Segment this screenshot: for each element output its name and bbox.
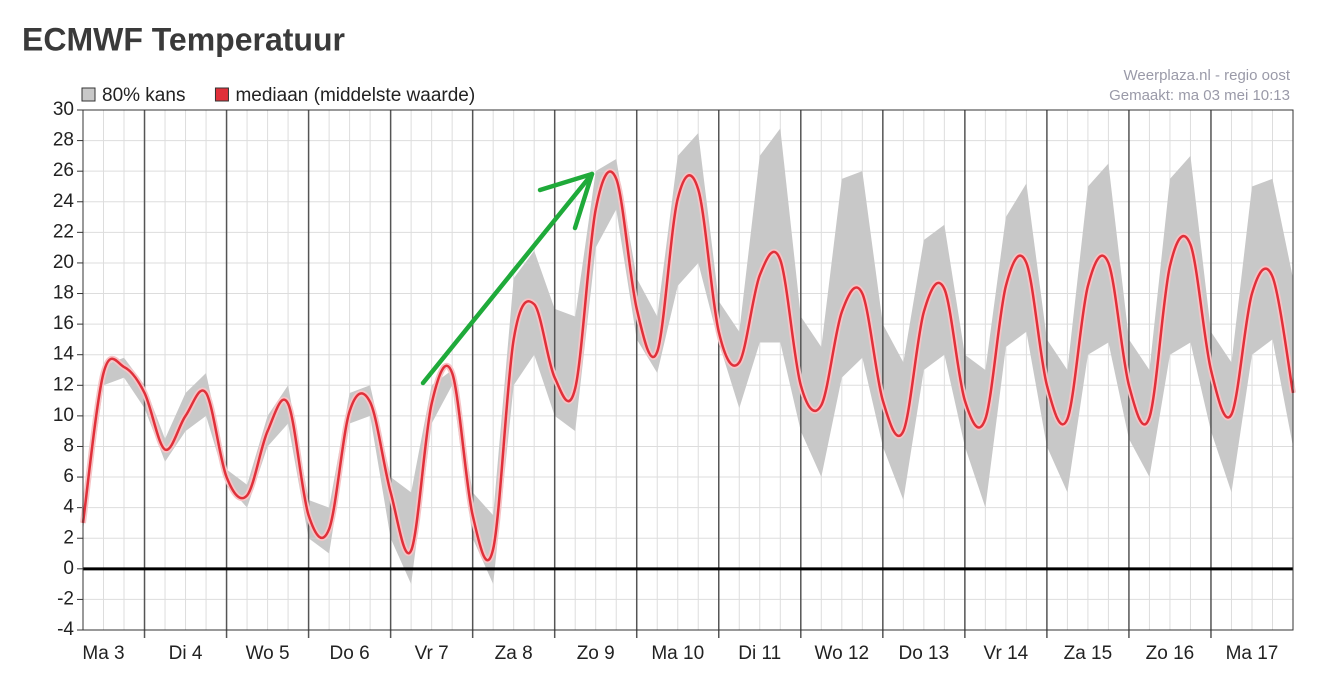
x-tick-label: Ma 17 xyxy=(1226,643,1279,664)
y-tick-label: 12 xyxy=(53,374,74,395)
y-tick-label: 16 xyxy=(53,313,74,334)
y-tick-label: 8 xyxy=(63,435,74,456)
y-tick-label: 22 xyxy=(53,221,74,242)
y-tick-label: -2 xyxy=(57,588,74,609)
chart-title: ECMWF Temperatuur xyxy=(22,21,345,57)
legend-label: mediaan (middelste waarde) xyxy=(235,85,475,106)
y-tick-label: 4 xyxy=(63,497,74,518)
source: Weerplaza.nl - regio oost xyxy=(1124,67,1291,84)
created: Gemaakt: ma 03 mei 10:13 xyxy=(1109,87,1290,104)
annotation-arrow xyxy=(420,171,595,386)
x-tick-label: Za 8 xyxy=(495,643,533,664)
x-tick-label: Wo 12 xyxy=(815,643,870,664)
y-tick-label: 24 xyxy=(53,191,75,212)
y-tick-label: 2 xyxy=(63,527,74,548)
x-tick-label: Zo 9 xyxy=(577,643,615,664)
y-tick-label: 30 xyxy=(53,99,74,120)
x-tick-label: Wo 5 xyxy=(246,643,290,664)
median-line xyxy=(81,170,1295,562)
x-tick-label: Ma 3 xyxy=(82,643,124,664)
y-tick-label: 6 xyxy=(63,466,74,487)
legend-label: 80% kans xyxy=(102,85,185,106)
x-tick-label: Za 15 xyxy=(1064,643,1113,664)
x-tick-label: Di 4 xyxy=(169,643,203,664)
arrow-head xyxy=(537,171,595,231)
band xyxy=(83,128,1293,585)
arrow-shaft xyxy=(420,171,595,386)
y-tick-label: 26 xyxy=(53,160,74,181)
y-tick-label: 14 xyxy=(53,344,75,365)
y-tick-label: 28 xyxy=(53,130,74,151)
y-tick-label: 18 xyxy=(53,283,74,304)
x-tick-label: Do 6 xyxy=(330,643,370,664)
y-tick-label: 20 xyxy=(53,252,74,273)
plot-frame xyxy=(82,109,1294,631)
y-tick-label: -4 xyxy=(57,619,74,640)
x-tick-label: Vr 7 xyxy=(415,643,449,664)
x-tick-label: Zo 16 xyxy=(1146,643,1195,664)
x-tick-label: Do 13 xyxy=(898,643,949,664)
legend-swatch xyxy=(81,87,96,102)
y-tick-label: 0 xyxy=(63,558,74,579)
x-tick-label: Ma 10 xyxy=(651,643,704,664)
x-tick-label: Vr 14 xyxy=(984,643,1029,664)
legend-swatch xyxy=(214,87,229,102)
y-tick-label: 10 xyxy=(53,405,74,426)
x-tick-label: Di 11 xyxy=(738,643,781,664)
